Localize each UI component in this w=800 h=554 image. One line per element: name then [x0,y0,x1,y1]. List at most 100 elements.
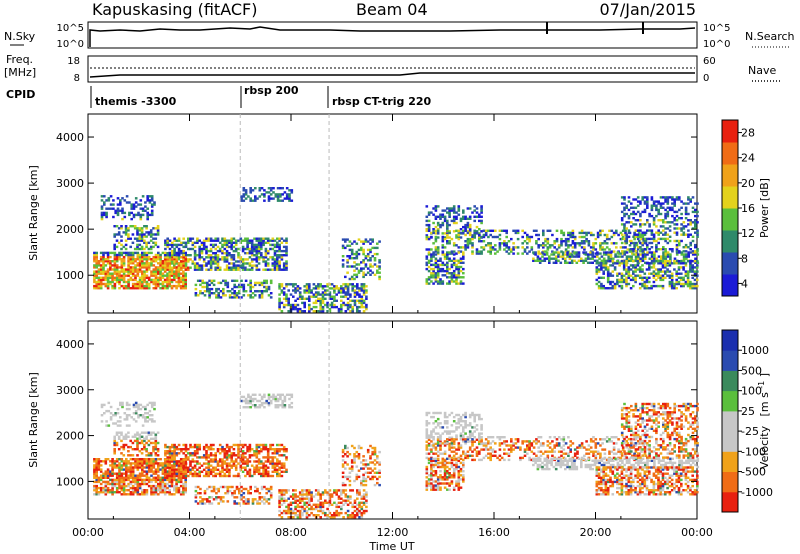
echo-cell [468,225,472,229]
echo-cell [473,209,476,212]
echo-cell [221,450,224,453]
echo-cell [344,285,348,288]
echo-cell [159,480,162,484]
echo-cell [638,274,642,277]
echo-cell [175,478,178,482]
echo-cell [560,250,563,253]
echo-cell [193,452,197,455]
echo-cell [661,284,665,288]
echo-cell [150,403,154,407]
echo-cell [668,282,672,286]
echo-cell [136,237,139,240]
echo-cell [127,235,130,238]
echo-cell [267,191,271,194]
echo-cell [248,450,252,453]
echo-cell [468,223,472,227]
echo-cell [164,458,167,461]
echo-cell [209,470,213,473]
echo-cell [232,237,236,240]
echo-cell [280,285,284,288]
echo-cell [139,407,143,411]
echo-cell [147,268,151,271]
echo-cell [675,262,678,265]
echo-cell [122,260,126,263]
echo-cell [113,225,116,228]
echo-cell [559,255,563,258]
echo-cell [134,486,137,490]
echo-cell [296,289,300,292]
echo-cell [364,240,368,243]
echo-cell [141,270,144,273]
echo-cell [106,491,110,494]
echo-cell [668,239,672,243]
echo-cell [606,278,610,282]
echo-cell [202,264,206,267]
echo-cell [643,231,647,234]
echo-cell [191,472,195,476]
echo-cell [682,268,685,271]
echo-cell [143,247,146,251]
echo-cell [561,251,565,254]
echo-cell [166,282,169,286]
echo-cell [457,265,461,269]
echo-cell [265,191,268,194]
echo-cell [164,254,167,257]
echo-cell [600,255,604,258]
echo-cell [441,240,445,243]
echo-cell [237,266,240,269]
echo-cell [675,227,679,230]
echo-cell [484,229,488,232]
echo-cell [122,482,126,486]
echo-cell [145,255,149,259]
echo-cell [193,241,197,244]
echo-cell [536,255,540,258]
echo-cell [228,290,232,293]
echo-cell [216,260,220,263]
echo-cell [191,247,195,251]
echo-cell [150,414,154,417]
echo-cell [353,240,356,243]
echo-cell [632,235,635,238]
echo-cell [222,294,225,297]
echo-cell [119,420,122,423]
echo-cell [196,262,199,265]
echo-cell [639,253,642,256]
echo-cell [278,237,281,240]
echo-cell [93,460,96,463]
echo-cell [122,272,126,275]
echo-cell [357,263,361,266]
echo-cell [648,214,651,218]
echo-cell [141,255,144,259]
echo-cell [111,458,114,461]
echo-cell [163,462,167,465]
echo-cell [115,474,119,477]
echo-cell [182,287,185,290]
echo-cell [593,255,597,258]
echo-cell [369,263,372,266]
echo-cell [362,240,365,243]
echo-cell [223,468,227,471]
echo-cell [264,468,268,471]
echo-cell [152,282,156,286]
echo-cell [189,470,192,473]
echo-cell [242,195,246,198]
echo-cell [436,259,440,262]
echo-cell [207,462,211,465]
echo-cell [173,272,176,275]
echo-cell [441,253,445,256]
echo-cell [441,251,445,254]
echo-cell [111,470,114,473]
echo-cell [129,287,133,290]
echo-cell [328,293,332,296]
echo-cell [129,245,132,249]
echo-cell [232,462,236,465]
echo-cell [452,244,456,247]
echo-cell [113,253,117,257]
echo-cell [285,241,288,244]
echo-cell [184,264,188,267]
nsky-tick-top: 10^5 [57,23,84,34]
echo-cell [287,301,290,305]
echo-cell [537,250,540,253]
echo-cell [244,474,247,478]
echo-cell [346,255,349,258]
